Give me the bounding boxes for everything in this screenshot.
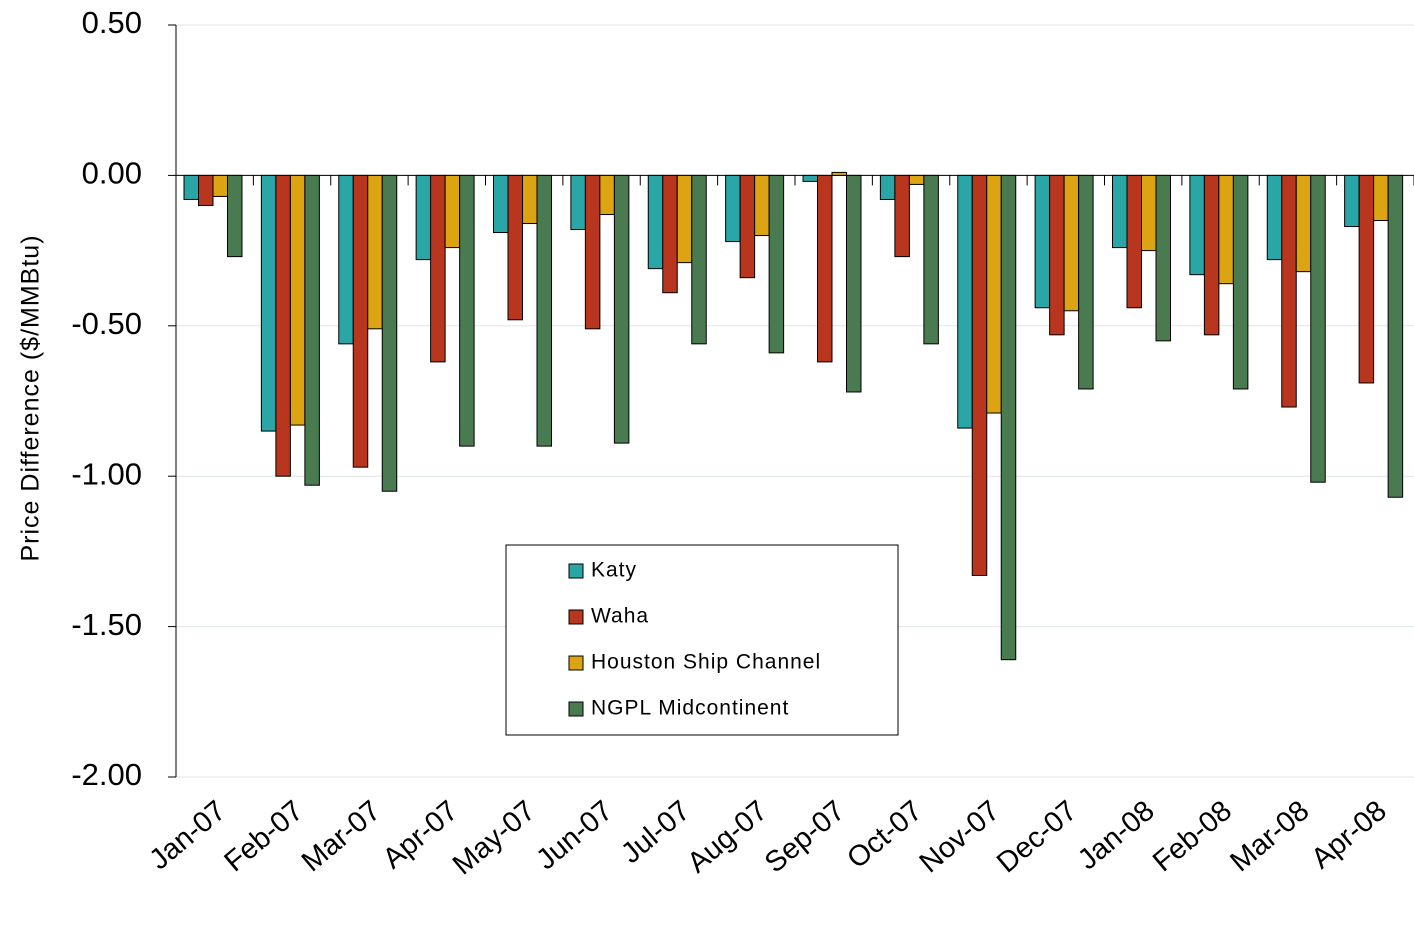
bar — [647, 174, 664, 270]
bar — [338, 174, 354, 345]
bar — [1373, 174, 1389, 222]
bar — [986, 174, 1002, 414]
x-tick-label: Feb-08 — [1147, 795, 1238, 879]
x-tick-label: Aug-07 — [682, 795, 774, 880]
legend-label: Houston Ship Channel — [591, 651, 821, 674]
bar — [570, 174, 586, 231]
bar — [493, 174, 509, 234]
y-tick-label: -1.50 — [71, 607, 142, 642]
bar — [1141, 174, 1157, 252]
x-tick-label: Oct-07 — [841, 795, 928, 875]
x-tick-label: May-07 — [447, 795, 542, 882]
bar — [198, 174, 214, 206]
x-tick-label: Mar-08 — [1224, 795, 1315, 879]
legend-swatch — [568, 701, 584, 717]
bar — [725, 174, 741, 243]
bar — [1189, 174, 1205, 276]
bar — [275, 174, 291, 477]
bar — [802, 174, 818, 182]
y-tick-label: 0.00 — [82, 156, 142, 191]
bar — [227, 174, 243, 258]
bar — [1358, 174, 1375, 384]
bar — [536, 174, 552, 447]
y-axis-label: Price Difference ($/MMBtu) — [17, 234, 45, 561]
bar — [971, 174, 988, 576]
legend-label: Katy — [591, 559, 637, 582]
x-tick-label: Nov-07 — [914, 795, 1006, 880]
bar — [1034, 174, 1051, 309]
bar — [352, 174, 369, 468]
bar — [817, 174, 833, 363]
bar — [1063, 174, 1080, 312]
bar — [1049, 174, 1065, 336]
bar — [923, 174, 939, 345]
bar — [1387, 174, 1404, 498]
bar — [754, 174, 770, 237]
bar — [1126, 174, 1142, 309]
y-tick-label: -1.00 — [71, 456, 142, 491]
x-tick-label: Jan-07 — [144, 795, 232, 877]
bar — [894, 174, 910, 258]
x-tick-label: Mar-07 — [296, 795, 387, 879]
bar — [430, 174, 446, 363]
bar — [1112, 174, 1128, 249]
y-tick-label: 0.50 — [82, 5, 142, 40]
y-tick-label: -2.00 — [71, 757, 142, 792]
bar — [507, 174, 523, 321]
x-tick-label: Jan-08 — [1072, 795, 1160, 877]
x-tick-label: Sep-07 — [759, 795, 851, 880]
legend-swatch — [568, 655, 584, 671]
legend-swatch — [568, 609, 584, 625]
bar — [1203, 174, 1220, 336]
bar — [1232, 174, 1249, 390]
bar — [212, 174, 228, 197]
bar — [1295, 174, 1312, 273]
bar — [908, 174, 925, 185]
bar — [522, 174, 538, 225]
y-tick-label: -0.50 — [71, 306, 142, 341]
bar — [957, 174, 973, 429]
bar — [183, 174, 199, 200]
bar — [662, 174, 678, 294]
legend-label: Waha — [591, 605, 649, 628]
bar — [1155, 174, 1171, 342]
x-tick-label: Apr-08 — [1305, 795, 1392, 875]
bar — [381, 174, 398, 492]
bar — [613, 174, 630, 444]
bar — [599, 174, 615, 216]
bar — [846, 174, 862, 393]
bar — [1218, 174, 1234, 285]
legend-swatch — [568, 563, 584, 579]
bar — [289, 174, 306, 426]
bar — [831, 171, 847, 176]
bar — [304, 174, 320, 486]
bar — [1310, 174, 1326, 483]
bar — [1078, 174, 1094, 390]
bar — [1266, 174, 1283, 261]
bar — [444, 174, 461, 249]
x-tick-label: Feb-07 — [219, 795, 310, 879]
bar — [1000, 174, 1017, 661]
bar — [260, 174, 277, 432]
bar — [739, 174, 756, 279]
bar — [768, 174, 785, 354]
bar — [691, 174, 707, 345]
x-tick-label: Dec-07 — [991, 795, 1083, 880]
bar — [676, 174, 693, 264]
bar — [584, 174, 601, 330]
bar — [1344, 174, 1360, 228]
bar — [879, 174, 896, 200]
bar — [415, 174, 432, 261]
bar — [367, 174, 383, 330]
legend-label: NGPL Midcontinent — [591, 697, 789, 720]
bar — [459, 174, 475, 447]
bar — [1281, 174, 1297, 408]
x-tick-label: Jun-07 — [530, 795, 618, 877]
